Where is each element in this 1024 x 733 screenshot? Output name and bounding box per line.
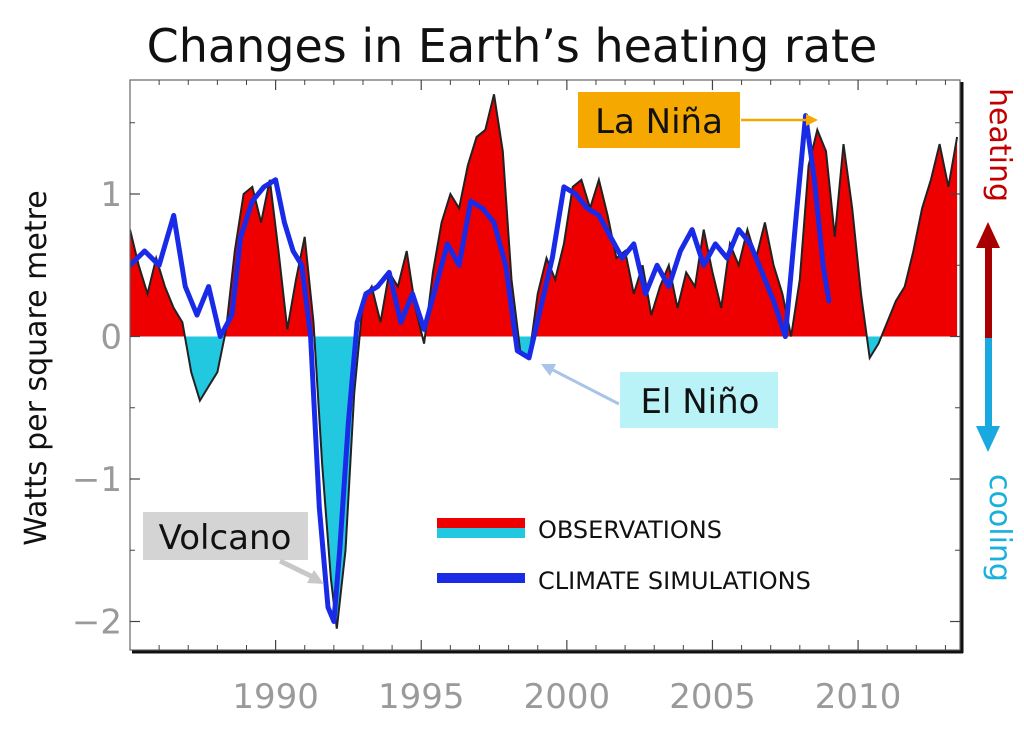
callout-el-nino-box [620, 372, 778, 428]
plot-border [129, 79, 961, 651]
x-tick-label: 2010 [815, 677, 902, 717]
cooling-label: cooling [982, 474, 1017, 582]
x-tick-label: 2000 [524, 677, 611, 717]
simulations-line [130, 113, 832, 624]
y-tick-label: 0 [100, 318, 122, 358]
callout-volcano-box [143, 512, 308, 560]
x-tick-label: 2005 [669, 677, 756, 717]
simulations-line-layer [130, 113, 832, 624]
callouts: La Niña El Niño Volcano [143, 92, 818, 584]
heating-label: heating [982, 88, 1017, 202]
callout-volcano-label: Volcano [159, 518, 292, 558]
callout-el-nino-arrow [548, 366, 620, 406]
chart-title: Changes in Earth’s heating rate [147, 19, 878, 73]
callout-volcano-arrow [278, 558, 317, 581]
heating-arrow-shaft [985, 246, 992, 338]
y-tick-label: −2 [72, 603, 122, 643]
legend: OBSERVATIONS CLIMATE SIMULATIONS [437, 516, 811, 595]
y-tick-label: −1 [72, 460, 122, 500]
callout-el-nino-label: El Niño [641, 382, 760, 422]
callout-la-nina: La Niña [578, 92, 818, 148]
observations-positive-area [130, 94, 958, 337]
callout-la-nina-label: La Niña [595, 102, 723, 142]
y-axis-label: Watts per square metre [19, 190, 54, 546]
cooling-arrow-head [976, 426, 1000, 452]
callout-volcano-arrowhead [307, 570, 324, 584]
callout-el-nino-arrowhead [541, 364, 556, 376]
callout-el-nino: El Niño [541, 364, 778, 428]
heating-cooling-indicator: heating cooling [976, 88, 1017, 582]
plot-frame [129, 79, 964, 654]
x-tick-label: 1995 [378, 677, 465, 717]
x-tick-label: 1990 [232, 677, 319, 717]
cooling-arrow-shaft [985, 338, 992, 428]
callout-la-nina-arrowhead [806, 114, 818, 126]
legend-label-simulations: CLIMATE SIMULATIONS [538, 567, 811, 595]
legend-swatch-observations [437, 518, 525, 538]
callout-volcano: Volcano [143, 512, 324, 584]
legend-label-observations: OBSERVATIONS [538, 516, 722, 544]
callout-la-nina-box [578, 92, 740, 148]
legend-swatch-simulations [437, 573, 525, 583]
plot-area: −2 −1 0 1 1990 1995 2000 2005 2010 [72, 79, 964, 717]
axis-ticks: −2 −1 0 1 1990 1995 2000 2005 2010 [72, 80, 960, 717]
heating-arrow-head [976, 222, 1000, 248]
y-tick-label: 1 [100, 175, 122, 215]
